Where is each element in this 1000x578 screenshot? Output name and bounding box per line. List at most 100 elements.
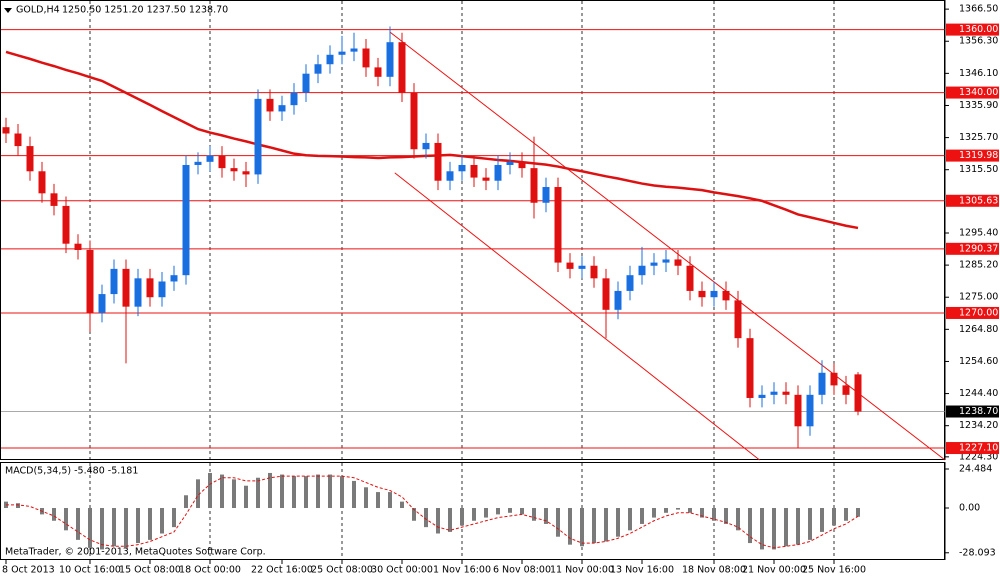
candle-body <box>446 171 454 181</box>
macd-bar <box>268 472 272 509</box>
macd-bar <box>328 474 332 509</box>
level-label: 1305.63 <box>959 195 998 206</box>
macd-bar <box>568 508 572 545</box>
candle-body <box>122 268 130 307</box>
candle-body <box>746 338 754 398</box>
x-tick-label: 25 Nov 16:00 <box>802 565 866 576</box>
y-tick-label: 0.00 <box>959 503 980 514</box>
y-tick-label: 1285.20 <box>959 260 998 271</box>
y-tick-label: 1356.30 <box>959 36 998 47</box>
candle-body <box>26 146 34 172</box>
y-tick-label: 1234.20 <box>959 420 998 431</box>
candle-body <box>50 193 58 206</box>
candle-body <box>170 275 178 282</box>
candle-body <box>590 265 598 279</box>
macd-bar <box>712 508 716 521</box>
macd-bar <box>664 508 668 513</box>
moving-average <box>5 50 859 230</box>
macd-bar <box>136 508 140 544</box>
macd-bar <box>724 508 728 524</box>
candle-body <box>842 385 850 395</box>
y-tick-label: 1224.30 <box>959 451 998 462</box>
candle-body <box>542 187 550 203</box>
candle-body <box>770 391 778 395</box>
x-tick-label: 15 Oct 08:00 <box>119 565 181 576</box>
candle-body <box>650 262 658 266</box>
macd-bar <box>748 508 752 544</box>
candle-body <box>422 142 430 150</box>
x-tick-label: 18 Oct 00:00 <box>179 565 241 576</box>
candle-body <box>830 372 838 386</box>
macd-title: MACD(5,34,5) -5.480 -5.181 <box>5 466 138 477</box>
candle-body <box>242 171 250 175</box>
x-tick-label: 11 Nov 00:00 <box>550 565 614 576</box>
macd-bar <box>244 485 248 509</box>
macd-bar <box>148 508 152 540</box>
candle-body <box>146 278 154 298</box>
macd-bar <box>448 508 452 532</box>
x-tick-label: 6 Nov 08:00 <box>493 565 551 576</box>
candle-body <box>254 98 262 175</box>
candle-body <box>110 268 118 295</box>
macd-bar <box>436 508 440 534</box>
candle-body <box>626 275 634 291</box>
menu-arrow <box>4 8 12 13</box>
macd-bar <box>832 508 836 526</box>
macd-bar <box>796 508 800 545</box>
macd-bar <box>580 508 584 547</box>
x-tick-label: 25 Oct 08:00 <box>311 565 373 576</box>
x-tick-label: 1 Nov 16:00 <box>433 565 491 576</box>
candle-body <box>266 98 274 112</box>
macd-bar <box>388 492 392 509</box>
macd-bar <box>784 508 788 547</box>
macd-bar <box>160 508 164 534</box>
macd-bar <box>172 508 176 528</box>
y-tick-label: 1275.00 <box>959 292 998 303</box>
y-tick-label: -28.093 <box>959 547 996 558</box>
macd-bar <box>856 508 860 517</box>
level-label-box <box>946 242 999 255</box>
candle-body <box>614 290 622 310</box>
candle-body <box>662 259 670 263</box>
macd-bar <box>472 508 476 521</box>
macd-bar <box>184 495 188 509</box>
macd-bar <box>208 472 212 509</box>
y-tick-label: 1346.10 <box>959 68 998 79</box>
macd-bar <box>844 508 848 521</box>
macd-bar <box>460 508 464 526</box>
macd-bar <box>280 474 284 509</box>
candle-body <box>782 391 790 395</box>
candle-body <box>854 374 862 412</box>
candle-body <box>398 42 406 93</box>
candle-body <box>14 133 22 147</box>
x-tick-label: 22 Oct 16:00 <box>251 565 313 576</box>
macd-bar <box>736 508 740 531</box>
signal-line <box>6 475 859 549</box>
y-tick-label: 1254.60 <box>959 356 998 367</box>
macd-bar <box>64 508 68 531</box>
candle-body <box>278 105 286 112</box>
macd-bar <box>700 508 704 518</box>
last-price-label: 1238.70 <box>959 406 998 417</box>
macd-bar <box>676 508 680 510</box>
macd-bar <box>340 476 344 509</box>
macd-bar <box>592 508 596 544</box>
axis-bg <box>945 0 1000 461</box>
macd-bar <box>520 508 524 515</box>
macd-bar <box>556 508 560 537</box>
candle-body <box>194 161 202 165</box>
macd-bar <box>532 508 536 521</box>
candle-body <box>338 51 346 55</box>
candle-body <box>326 54 334 65</box>
y-tick-label: 1325.70 <box>959 132 998 143</box>
macd-bar <box>316 474 320 509</box>
y-tick-label: 1315.50 <box>959 164 998 175</box>
macd-bar <box>76 508 80 540</box>
macd-bar <box>232 479 236 509</box>
macd-bar <box>256 477 260 509</box>
candle-body <box>362 48 370 68</box>
candle-body <box>458 164 466 172</box>
macd-bar <box>820 508 824 532</box>
macd-bar <box>352 480 356 509</box>
candle-body <box>794 394 802 427</box>
